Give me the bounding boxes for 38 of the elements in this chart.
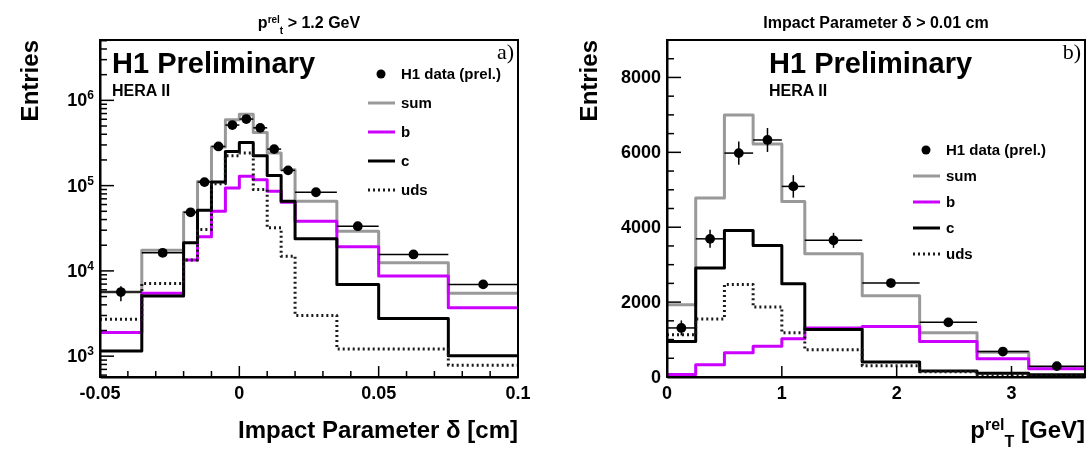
x-tick-label: 3 — [1006, 383, 1017, 403]
chart-title: Impact Parameter δ > 0.01 cm — [763, 14, 989, 31]
annotation: HERA II — [769, 82, 828, 99]
legend-label: H1 data (prel.) — [946, 141, 1047, 158]
y-tick-label: 10$^{3}$ — [67, 344, 95, 367]
y-tick-label: 10$^{5}$ — [67, 173, 95, 196]
y-tick-label: 10$^{6}$ — [67, 88, 95, 111]
y-tick-label: 0 — [650, 367, 661, 387]
legend-label: b — [946, 193, 956, 210]
y-tick-label: 4000 — [620, 217, 661, 238]
x-tick-label: 1 — [776, 383, 787, 403]
legend-label: sum — [401, 94, 432, 111]
x-tick-label: 0 — [234, 383, 245, 403]
x-tick-label: -0.05 — [79, 383, 121, 403]
x-tick-label: 0.05 — [361, 383, 397, 403]
annotation: H1 Preliminary — [769, 47, 973, 79]
annotation: H1 Preliminary — [112, 47, 316, 79]
x-tick-label: 0.1 — [505, 383, 531, 403]
x-tick-label: 2 — [891, 383, 902, 403]
x-axis-title: Impact Parameter δ [cm] — [238, 416, 518, 443]
y-tick-label: 6000 — [620, 142, 661, 163]
x-axis-title: p$^{rel}$$_{T}$ [GeV] — [970, 415, 1085, 450]
y-tick-label: 8000 — [620, 67, 661, 88]
legend-label: b — [401, 123, 411, 140]
chart-title: p$^{rel}$$_{t}$ > 1.2 GeV — [257, 13, 361, 36]
y-tick-label: 10$^{4}$ — [67, 258, 95, 281]
annotation: b) — [1062, 39, 1081, 64]
legend-label: sum — [946, 167, 977, 184]
legend-label: c — [401, 152, 410, 169]
annotation: HERA II — [112, 82, 171, 99]
y-axis-title: Entries — [575, 40, 602, 122]
y-tick-label: 2000 — [620, 292, 661, 313]
legend-label: uds — [946, 245, 973, 262]
annotation: a) — [496, 39, 514, 64]
legend-label: c — [946, 219, 955, 236]
y-axis-title: Entries — [16, 40, 43, 122]
legend-label: H1 data (prel.) — [401, 65, 502, 82]
legend-label: uds — [401, 181, 428, 198]
